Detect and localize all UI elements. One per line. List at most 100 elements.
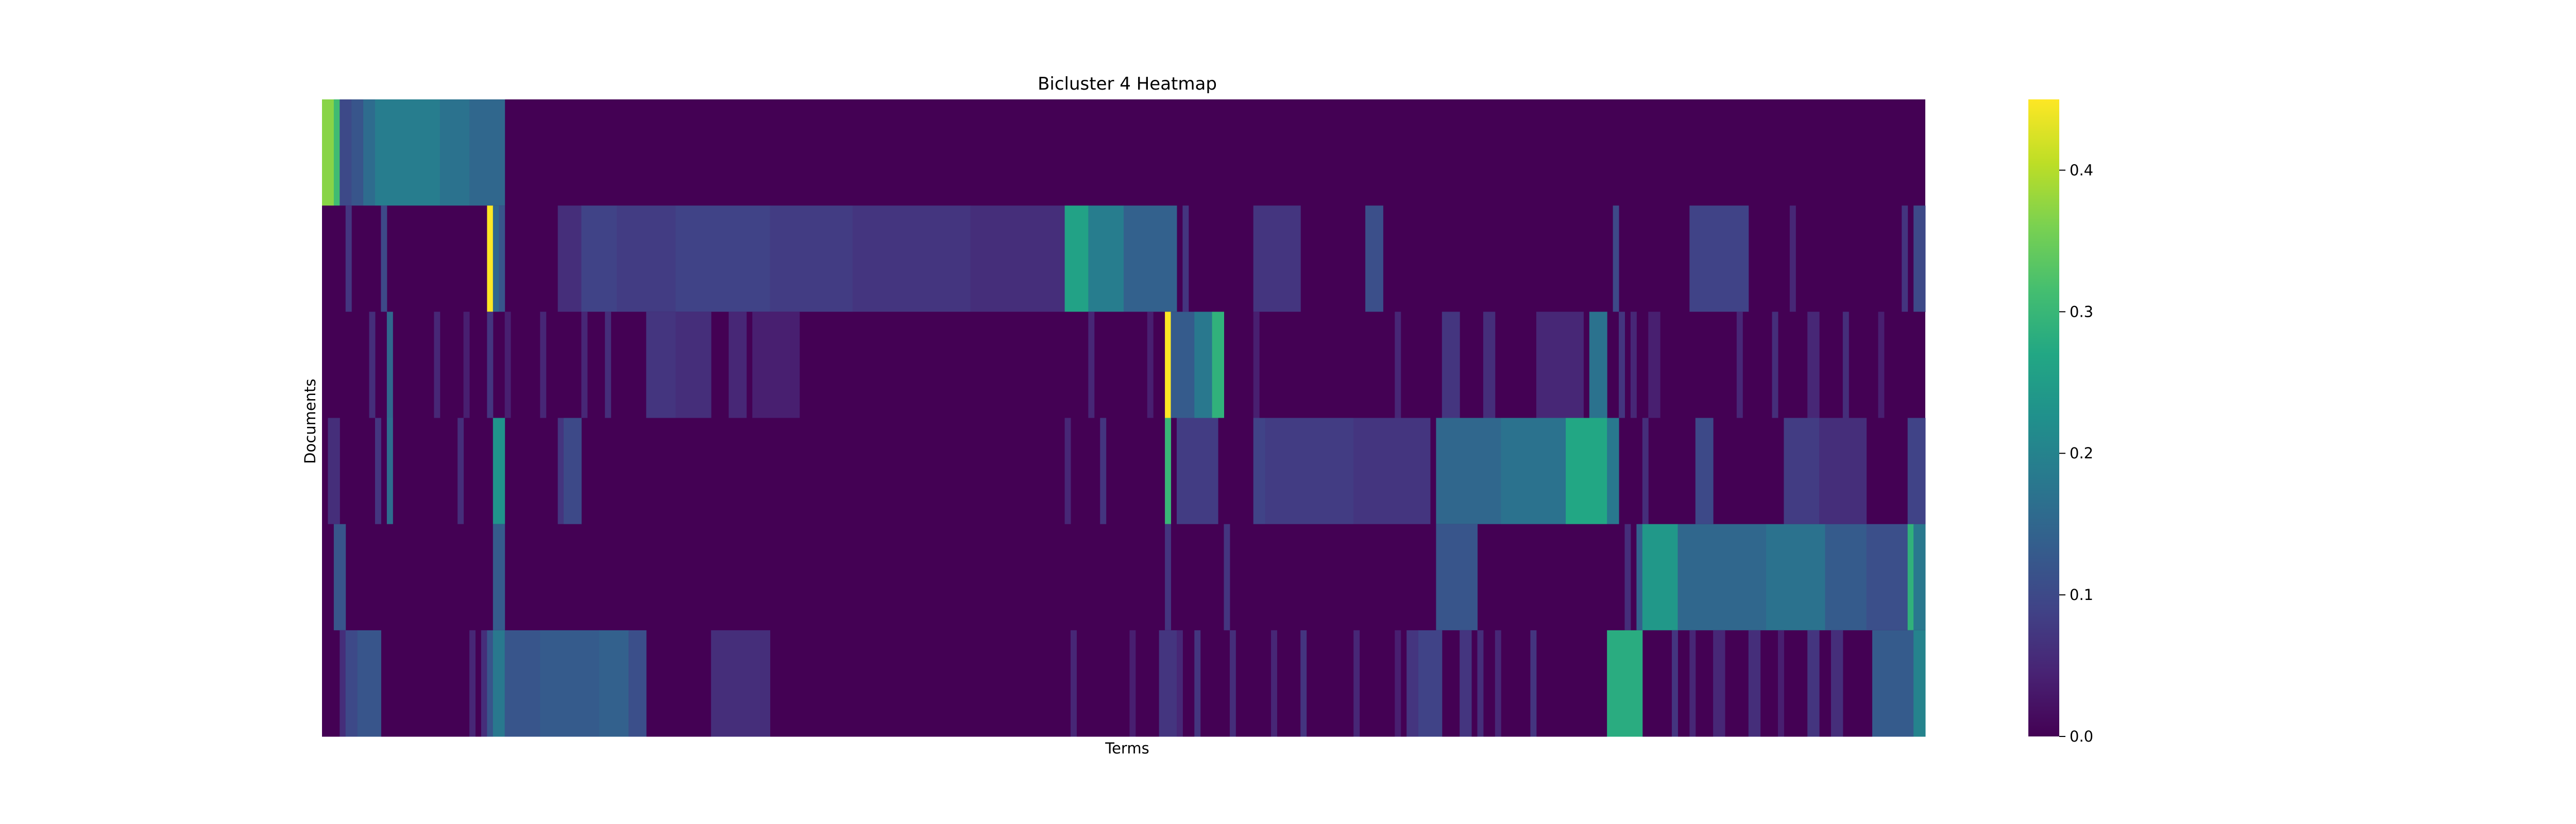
heatmap-cell-r4-c224 xyxy=(1642,524,1678,631)
chart-title: Bicluster 4 Heatmap xyxy=(1038,74,1217,94)
heatmap-cell-r1-c10 xyxy=(381,205,387,312)
heatmap-cell-r2-c215 xyxy=(1589,312,1607,418)
heatmap-cell-r5-c232 xyxy=(1689,630,1696,737)
heatmap-cell-r3-c189 xyxy=(1436,418,1501,525)
colorbar-tick-label: 0.0 xyxy=(2070,728,2093,745)
heatmap-cell-r2-c55 xyxy=(646,312,676,418)
heatmap-cell-r4-c255 xyxy=(1825,524,1867,631)
heatmap-cell-r1-c249 xyxy=(1789,205,1796,312)
heatmap-cell-r5-c37 xyxy=(540,630,600,737)
heatmap-cell-r5-c247 xyxy=(1777,630,1784,737)
heatmap-cell-r1-c50 xyxy=(617,205,676,312)
heatmap-cell-r0-c0 xyxy=(322,99,334,206)
heatmap-cell-r2-c60 xyxy=(675,312,711,418)
heatmap-cell-r3-c40 xyxy=(557,418,564,525)
heatmap-cell-r3-c218 xyxy=(1607,418,1619,525)
heatmap-cell-r1-c177 xyxy=(1365,205,1383,312)
heatmap-cell-r3-c29 xyxy=(493,418,505,525)
heatmap-cell-r5-c270 xyxy=(1913,630,1926,737)
colorbar-tick-label: 0.1 xyxy=(2070,586,2093,604)
heatmap-cell-r2-c252 xyxy=(1807,312,1820,418)
heatmap-cell-r2-c28 xyxy=(487,312,494,418)
heatmap-cell-r5-c199 xyxy=(1495,630,1501,737)
heatmap-cell-r4-c29 xyxy=(493,524,505,631)
y-axis-label: Documents xyxy=(301,379,319,464)
heatmap-cell-r3-c200 xyxy=(1501,418,1566,525)
heatmap-cell-r2-c130 xyxy=(1088,312,1095,418)
heatmap-cell-r2-c197 xyxy=(1483,312,1496,418)
heatmap-cell-r5-c4 xyxy=(345,630,358,737)
heatmap-cell-r0-c9 xyxy=(375,99,440,206)
heatmap-cell-r1-c44 xyxy=(581,205,617,312)
heatmap-cell-r2-c225 xyxy=(1648,312,1660,418)
heatmap-cell-r1-c270 xyxy=(1913,205,1926,312)
heatmap-cell-r1-c110 xyxy=(970,205,1065,312)
heatmap-cell-r5-c182 xyxy=(1395,630,1401,737)
heatmap-cell-r1-c136 xyxy=(1124,205,1177,312)
heatmap-cell-r2-c37 xyxy=(540,312,547,418)
heatmap-cell-r5-c242 xyxy=(1748,630,1761,737)
heatmap-cell-r0-c2 xyxy=(333,99,340,206)
heatmap-cell-r2-c73 xyxy=(752,312,800,418)
heatmap-cell-r5-c31 xyxy=(504,630,540,737)
heatmap-cell-r5-c29 xyxy=(493,630,505,737)
heatmap-cell-r4-c223 xyxy=(1636,524,1643,631)
colorbar xyxy=(2028,99,2059,736)
heatmap-cell-r3-c175 xyxy=(1353,418,1431,525)
heatmap-cell-r1-c126 xyxy=(1064,205,1089,312)
colorbar-ticks: 0.0 0.1 0.2 0.3 0.4 xyxy=(2059,161,2093,745)
heatmap-cell-r2-c220 xyxy=(1619,312,1625,418)
heatmap-cell-r5-c145 xyxy=(1176,630,1183,737)
heatmap-cell-r4-c143 xyxy=(1165,524,1172,631)
heatmap-cell-r1-c219 xyxy=(1613,205,1619,312)
heatmap-cell-r5-c148 xyxy=(1194,630,1201,737)
heatmap-cell-r3-c11 xyxy=(386,418,393,525)
heatmap-cell-r5-c142 xyxy=(1159,630,1177,737)
heatmap-cell-r4-c269 xyxy=(1907,524,1914,631)
heatmap-cell-r3-c145 xyxy=(1176,418,1218,525)
heatmap-cell-r1-c60 xyxy=(675,205,771,312)
heatmap-cell-r5-c205 xyxy=(1530,630,1537,737)
heatmap-cell-r5-c166 xyxy=(1300,630,1307,737)
heatmap-cell-r5-c137 xyxy=(1129,630,1136,737)
heatmap-cell-r5-c52 xyxy=(628,630,647,737)
heatmap-cell-r2-c19 xyxy=(434,312,440,418)
heatmap-cell-r5-c127 xyxy=(1071,630,1077,737)
heatmap-cell-r3-c248 xyxy=(1784,418,1820,525)
heatmap-cell-r2-c148 xyxy=(1194,312,1213,418)
x-axis-label: Terms xyxy=(1105,740,1149,757)
heatmap-cell-r2-c8 xyxy=(369,312,376,418)
heatmap-cell-r4-c245 xyxy=(1766,524,1825,631)
heatmap-cell-r5-c47 xyxy=(599,630,629,737)
heatmap-cell-r2-c246 xyxy=(1772,312,1778,418)
heatmap-cell-r3-c269 xyxy=(1907,418,1926,525)
heatmap-cell-r3-c254 xyxy=(1819,418,1867,525)
heatmap-cell-r2-c182 xyxy=(1395,312,1401,418)
heatmap-cell-r1-c268 xyxy=(1902,205,1908,312)
heatmap-cell-r0-c3 xyxy=(340,99,352,206)
heatmap-cell-r2-c264 xyxy=(1878,312,1885,418)
heatmap-cell-r0-c25 xyxy=(469,99,505,206)
heatmap-cell-r5-c66 xyxy=(711,630,771,737)
heatmap-cell-r0-c7 xyxy=(363,99,376,206)
heatmap-cell-r3-c233 xyxy=(1695,418,1714,525)
heatmap-row-3 xyxy=(322,418,1925,525)
heatmap-cell-r2-c143 xyxy=(1165,312,1172,418)
heatmap-cell-r1-c158 xyxy=(1253,205,1301,312)
heatmap-cell-r3-c126 xyxy=(1064,418,1071,525)
heatmap-cell-r5-c175 xyxy=(1353,630,1360,737)
colorbar-tick-label: 0.3 xyxy=(2070,303,2093,320)
heatmap-cell-r5-c256 xyxy=(1831,630,1843,737)
colorbar-tick-label: 0.4 xyxy=(2070,161,2093,179)
heatmap-cell-r2-c11 xyxy=(386,312,393,418)
heatmap-cell-r4-c153 xyxy=(1224,524,1230,631)
heatmap-cell-r0-c20 xyxy=(439,99,470,206)
heatmap-cell-r1-c40 xyxy=(557,205,582,312)
heatmap-row-2 xyxy=(322,312,1925,418)
heatmap-cell-r2-c69 xyxy=(728,312,747,418)
heatmap-cell-r4-c230 xyxy=(1677,524,1767,631)
heatmap-cell-r5-c186 xyxy=(1418,630,1443,737)
heatmap-cell-r5-c193 xyxy=(1460,630,1472,737)
heatmap-cell-r1-c28 xyxy=(487,205,494,312)
heatmap-cell-r2-c144 xyxy=(1171,312,1195,418)
